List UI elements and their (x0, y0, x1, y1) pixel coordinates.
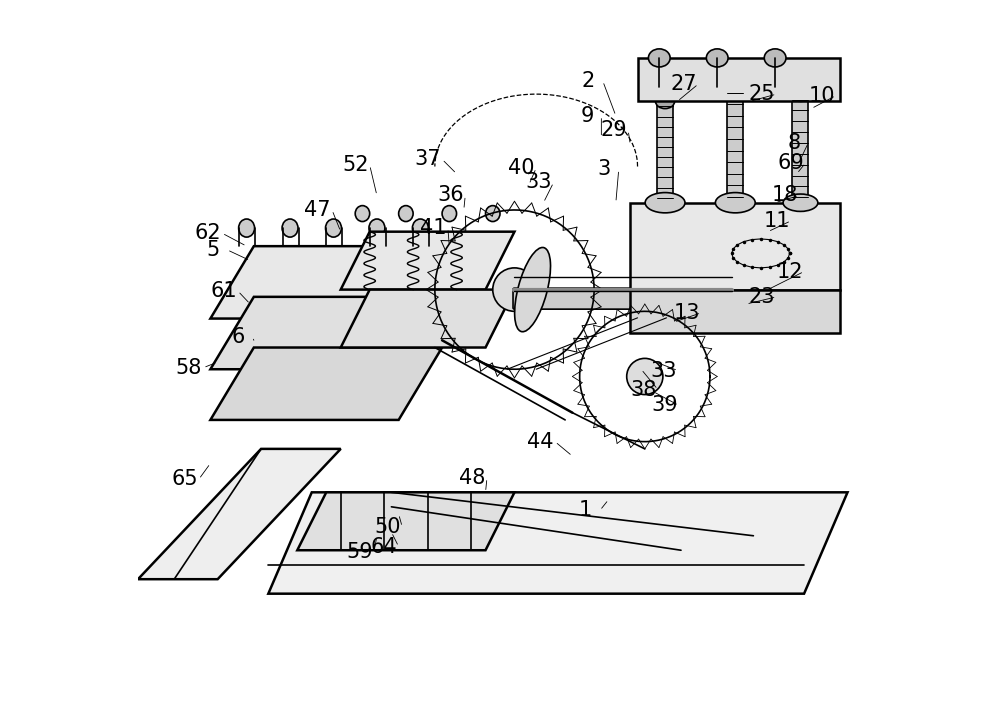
Polygon shape (341, 232, 514, 290)
Text: 11: 11 (763, 211, 790, 231)
Text: 40: 40 (508, 158, 535, 178)
Polygon shape (268, 492, 848, 594)
Text: 3: 3 (598, 159, 611, 180)
Ellipse shape (764, 49, 786, 67)
Ellipse shape (715, 193, 755, 213)
Polygon shape (138, 449, 341, 579)
Ellipse shape (355, 206, 370, 222)
Ellipse shape (412, 219, 428, 237)
Text: 18: 18 (771, 185, 798, 206)
Text: 36: 36 (437, 185, 464, 206)
Text: 8: 8 (787, 132, 801, 153)
Text: 59: 59 (346, 542, 373, 562)
Text: 62: 62 (194, 223, 221, 243)
Text: 1: 1 (579, 500, 592, 521)
Text: 25: 25 (749, 84, 775, 104)
Text: 33: 33 (526, 172, 552, 193)
Polygon shape (341, 290, 514, 348)
Ellipse shape (486, 206, 500, 222)
Polygon shape (210, 246, 442, 319)
Text: 5: 5 (206, 240, 219, 260)
Ellipse shape (656, 94, 675, 109)
Text: 39: 39 (651, 395, 678, 416)
Text: 33: 33 (650, 361, 677, 381)
Text: 52: 52 (342, 155, 368, 175)
Polygon shape (638, 58, 840, 101)
Text: 47: 47 (304, 200, 331, 220)
Text: 64: 64 (371, 536, 397, 557)
Text: 12: 12 (776, 261, 803, 282)
Text: 44: 44 (527, 432, 554, 452)
Ellipse shape (369, 219, 385, 237)
Text: 10: 10 (808, 85, 835, 106)
Bar (727, 87, 743, 203)
Text: 61: 61 (210, 281, 237, 301)
Text: 23: 23 (749, 287, 775, 307)
Text: 9: 9 (580, 106, 594, 126)
Polygon shape (630, 203, 840, 290)
Ellipse shape (493, 268, 536, 311)
Ellipse shape (648, 49, 670, 67)
Ellipse shape (791, 87, 810, 101)
Polygon shape (297, 492, 514, 550)
Ellipse shape (326, 219, 341, 237)
Ellipse shape (399, 206, 413, 222)
Bar (792, 94, 808, 203)
FancyBboxPatch shape (513, 288, 697, 309)
Text: 13: 13 (674, 303, 700, 323)
Text: 38: 38 (630, 379, 657, 400)
Polygon shape (210, 297, 442, 369)
Text: 65: 65 (171, 469, 198, 489)
Text: 50: 50 (375, 517, 401, 537)
Bar (657, 101, 673, 203)
Text: 37: 37 (414, 149, 441, 169)
Ellipse shape (282, 219, 298, 237)
Ellipse shape (515, 248, 551, 332)
Ellipse shape (783, 194, 818, 211)
Text: 58: 58 (175, 358, 202, 378)
Ellipse shape (627, 358, 663, 395)
Ellipse shape (726, 80, 745, 94)
Ellipse shape (645, 193, 685, 213)
Polygon shape (210, 348, 442, 420)
Text: 27: 27 (671, 74, 697, 94)
Text: 48: 48 (459, 468, 486, 488)
Ellipse shape (706, 49, 728, 67)
Text: 6: 6 (231, 327, 245, 347)
Polygon shape (630, 290, 840, 333)
Text: 69: 69 (778, 153, 804, 173)
Ellipse shape (239, 219, 255, 237)
Ellipse shape (442, 206, 457, 222)
Text: 2: 2 (582, 71, 595, 91)
Text: 29: 29 (600, 120, 627, 140)
Text: 41: 41 (420, 218, 447, 238)
